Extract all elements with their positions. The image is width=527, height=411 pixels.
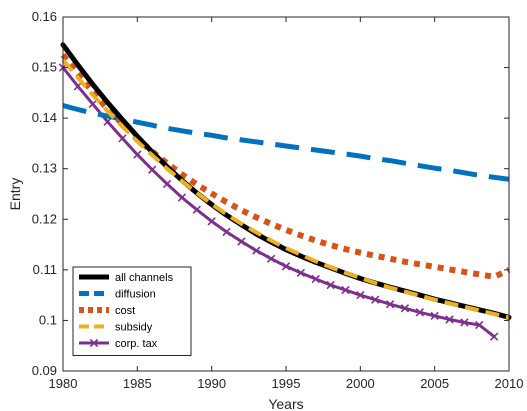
x-tick-label: 1990	[197, 376, 226, 391]
legend-marker	[89, 338, 99, 348]
data-point-marker	[430, 311, 439, 321]
y-tick-label: 0.15	[32, 60, 57, 75]
legend-label: subsidy	[115, 322, 153, 334]
x-tick-label: 2010	[495, 376, 524, 391]
data-point-marker	[73, 82, 83, 91]
data-point-marker	[88, 99, 97, 109]
x-tick-label: 1985	[123, 376, 152, 391]
y-axis: 0.09 0.1 0.11 0.12 0.13 0.14 0.15 0.16	[32, 9, 509, 378]
data-point-marker	[385, 300, 395, 309]
data-point-marker	[326, 280, 335, 290]
y-tick-label: 0.16	[32, 9, 57, 24]
x-tick-label: 1995	[272, 376, 301, 391]
y-tick-label: 0.09	[32, 363, 57, 378]
x-axis: 1980 1985 1990 1995 2000 2005 2010	[49, 17, 524, 391]
y-axis-label: Entry	[7, 178, 23, 211]
data-point-marker	[207, 217, 216, 226]
y-tick-label: 0.13	[32, 161, 57, 176]
data-point-marker	[400, 304, 410, 313]
data-point-marker	[281, 262, 291, 271]
series-line-diffusion	[62, 103, 510, 182]
legend-label: cost	[115, 305, 135, 317]
data-point-marker	[489, 332, 499, 341]
x-tick-label: 1980	[49, 376, 78, 391]
data-point-marker	[266, 254, 276, 263]
x-tick-label: 2005	[420, 376, 449, 391]
data-point-marker	[460, 318, 469, 327]
data-point-marker	[356, 290, 365, 300]
data-point-marker	[252, 246, 261, 255]
data-point-marker	[341, 285, 350, 295]
legend-label: corp. tax	[115, 338, 158, 350]
x-axis-label: Years	[268, 396, 303, 411]
data-point-marker	[311, 274, 320, 284]
series-line-subsidy	[61, 58, 510, 320]
y-tick-label: 0.14	[32, 110, 57, 125]
legend-label: diffusion	[115, 289, 156, 301]
data-point-marker	[162, 179, 172, 189]
x-tick-label: 2000	[346, 376, 375, 391]
series-layer	[58, 42, 512, 341]
y-tick-label: 0.12	[32, 211, 57, 226]
data-point-marker	[133, 150, 142, 159]
data-point-marker	[103, 117, 112, 126]
data-point-marker	[371, 295, 380, 304]
data-point-marker	[118, 134, 127, 143]
legend-label: all channels	[115, 272, 174, 284]
legend: all channels diffusion cost subsidy corp. ta…	[72, 266, 192, 356]
y-tick-label: 0.1	[39, 312, 57, 327]
data-point-marker	[148, 165, 157, 174]
data-point-marker	[237, 237, 246, 246]
data-point-marker	[192, 205, 201, 214]
data-point-marker	[445, 315, 454, 324]
data-point-marker	[177, 193, 187, 202]
data-point-marker	[475, 320, 484, 330]
data-point-marker	[222, 227, 231, 237]
y-tick-label: 0.11	[33, 262, 57, 277]
data-point-marker	[296, 268, 306, 278]
data-point-marker	[415, 308, 424, 317]
